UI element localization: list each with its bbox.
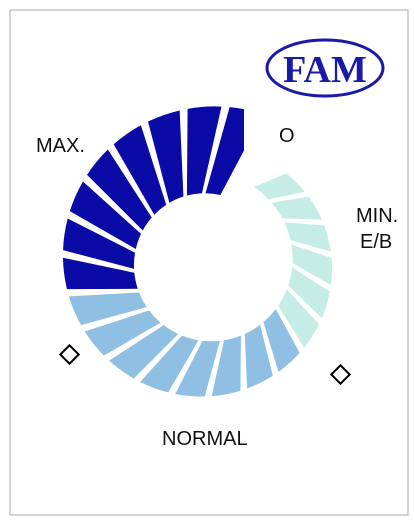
label-min: MIN. xyxy=(356,205,398,227)
logo-text: FAM xyxy=(283,49,367,91)
label-normal: NORMAL xyxy=(162,428,248,450)
label-eb: E/B xyxy=(360,231,392,253)
label-max: MAX. xyxy=(36,135,85,157)
dial-panel: FAM MAX. O MIN. E/B NORMAL xyxy=(0,0,414,521)
label-off: O xyxy=(279,125,295,147)
